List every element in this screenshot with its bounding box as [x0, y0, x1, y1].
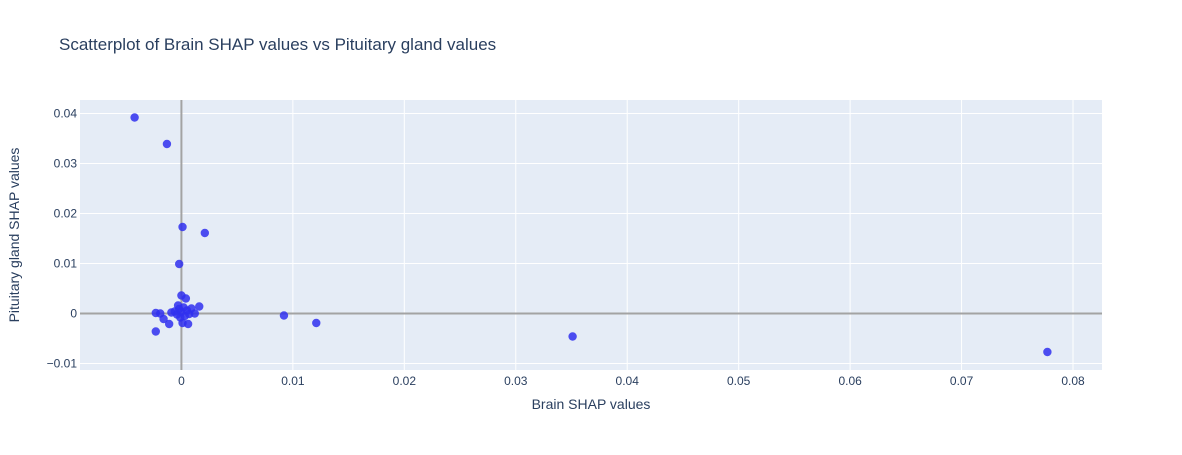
x-tick-label: 0.03	[504, 374, 528, 388]
x-tick-label: 0.01	[281, 374, 305, 388]
x-tick-label: 0.02	[393, 374, 417, 388]
data-point	[190, 309, 199, 318]
data-point	[174, 259, 184, 269]
y-tick-label: −0.01	[47, 357, 78, 371]
data-point	[279, 311, 289, 320]
data-point	[178, 222, 187, 232]
data-point	[195, 302, 204, 311]
data-point	[151, 327, 160, 336]
chart-title: Scatterplot of Brain SHAP values vs Pitu…	[59, 35, 496, 54]
x-tick-label: 0.04	[616, 374, 640, 388]
x-tick-labels: 0 0.01 0.02 0.03 0.04 0.05 0.06 0.07 0.08	[178, 374, 1085, 388]
x-tick-label: 0.07	[950, 374, 974, 388]
data-point	[159, 314, 168, 324]
y-axis-title: Pituitary gland SHAP values	[6, 148, 22, 323]
y-tick-label: 0.03	[54, 157, 78, 171]
data-point	[164, 319, 174, 329]
y-tick-label: 0.04	[54, 107, 78, 121]
y-tick-label: 0.02	[54, 207, 78, 221]
plot-area	[80, 100, 1102, 370]
x-tick-label: 0	[178, 374, 185, 388]
data-point	[312, 318, 321, 328]
data-point	[130, 113, 139, 122]
y-tick-labels: −0.01 0 0.01 0.02 0.03 0.04	[47, 107, 78, 371]
data-point	[200, 228, 210, 238]
data-points	[130, 113, 1052, 357]
x-tick-label: 0.05	[727, 374, 751, 388]
gridlines	[80, 100, 1102, 370]
y-tick-label: 0	[70, 307, 77, 321]
data-point	[1043, 347, 1052, 357]
x-tick-label: 0.08	[1061, 374, 1085, 388]
y-tick-label: 0.01	[54, 257, 78, 271]
data-point	[183, 319, 193, 329]
x-tick-label: 0.06	[838, 374, 862, 388]
data-point	[568, 332, 577, 341]
data-point	[162, 139, 172, 149]
data-point	[181, 294, 191, 303]
x-axis-title: Brain SHAP values	[532, 396, 651, 412]
